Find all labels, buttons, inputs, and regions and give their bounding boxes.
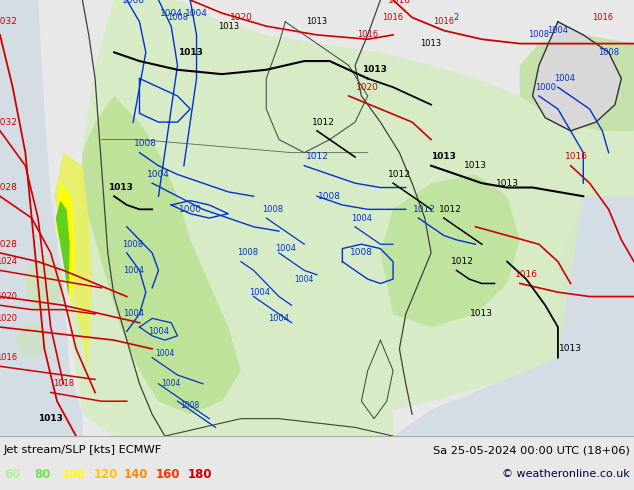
Text: 1004: 1004 <box>147 170 170 179</box>
Ellipse shape <box>25 257 63 310</box>
Polygon shape <box>70 0 634 436</box>
Text: 1008: 1008 <box>122 0 145 4</box>
Text: 1016: 1016 <box>592 13 613 22</box>
Text: 1013: 1013 <box>559 344 582 353</box>
Polygon shape <box>393 358 634 436</box>
Text: 1004: 1004 <box>275 244 296 253</box>
Text: 1008: 1008 <box>236 248 258 257</box>
Text: 1020: 1020 <box>356 83 379 92</box>
Text: 1000: 1000 <box>179 205 202 214</box>
Text: 1020: 1020 <box>230 13 252 22</box>
Text: 100: 100 <box>62 467 86 481</box>
Text: 1008: 1008 <box>122 240 144 249</box>
Text: 1016: 1016 <box>433 17 455 26</box>
Text: 1008: 1008 <box>350 248 373 257</box>
Text: 180: 180 <box>188 467 212 481</box>
Text: 160: 160 <box>156 467 181 481</box>
Polygon shape <box>520 35 634 131</box>
Text: 1008: 1008 <box>262 205 283 214</box>
Text: 1004: 1004 <box>185 9 208 18</box>
Text: 1004: 1004 <box>122 266 144 275</box>
Text: 1013: 1013 <box>470 310 493 318</box>
Text: 1016: 1016 <box>515 270 538 279</box>
Text: 1032: 1032 <box>0 118 18 126</box>
Text: 80: 80 <box>34 467 50 481</box>
Polygon shape <box>558 196 634 358</box>
Polygon shape <box>0 0 82 436</box>
Polygon shape <box>56 183 75 314</box>
Text: Jet stream/SLP [kts] ECMWF: Jet stream/SLP [kts] ECMWF <box>4 445 162 455</box>
Text: 140: 140 <box>124 467 148 481</box>
Text: © weatheronline.co.uk: © weatheronline.co.uk <box>502 469 630 479</box>
Text: 1008: 1008 <box>167 13 188 22</box>
Text: 1004: 1004 <box>547 26 569 35</box>
Text: 1004: 1004 <box>122 310 144 318</box>
Text: 60: 60 <box>4 467 20 481</box>
Text: 1013: 1013 <box>496 179 519 188</box>
Text: 1020: 1020 <box>0 314 17 323</box>
Ellipse shape <box>16 323 48 358</box>
Text: 1020: 1020 <box>0 292 17 301</box>
Text: 1004: 1004 <box>155 349 174 358</box>
Text: 1013: 1013 <box>431 152 456 162</box>
Text: 1012: 1012 <box>306 152 328 162</box>
Text: 2: 2 <box>454 13 459 22</box>
Text: 1004: 1004 <box>295 274 314 284</box>
Text: 1008: 1008 <box>598 48 619 57</box>
Text: 1016: 1016 <box>566 152 588 162</box>
Text: 1013: 1013 <box>217 22 239 31</box>
Text: 1008: 1008 <box>318 192 341 201</box>
Text: 1013: 1013 <box>178 48 203 57</box>
Text: 1008: 1008 <box>528 30 550 39</box>
Polygon shape <box>533 22 621 131</box>
Text: 1016: 1016 <box>382 13 404 22</box>
Text: 1024: 1024 <box>0 257 17 266</box>
Text: 1028: 1028 <box>0 183 18 192</box>
Text: 1000: 1000 <box>534 83 556 92</box>
Text: 1016: 1016 <box>0 353 17 362</box>
Polygon shape <box>56 200 70 296</box>
Text: 1012: 1012 <box>312 118 335 126</box>
Text: 1004: 1004 <box>553 74 575 83</box>
Text: 1004: 1004 <box>160 9 183 18</box>
Text: 1004: 1004 <box>351 214 372 222</box>
Text: 1013: 1013 <box>108 183 133 192</box>
Text: 1004: 1004 <box>249 288 271 296</box>
Text: 1028: 1028 <box>0 240 18 249</box>
Polygon shape <box>380 174 520 327</box>
Text: 120: 120 <box>94 467 119 481</box>
Text: 1013: 1013 <box>306 17 328 26</box>
Text: 1013: 1013 <box>361 65 387 74</box>
Text: 1004: 1004 <box>268 314 290 323</box>
Text: 1012: 1012 <box>439 205 462 214</box>
Text: 1013: 1013 <box>38 414 63 423</box>
Text: 1018: 1018 <box>53 379 74 388</box>
Text: 1016: 1016 <box>388 0 411 4</box>
Text: 1013: 1013 <box>464 161 487 170</box>
Text: 1032: 1032 <box>0 17 18 26</box>
Polygon shape <box>82 96 241 415</box>
Text: 1012: 1012 <box>451 257 474 266</box>
Text: 1008: 1008 <box>134 140 157 148</box>
Text: 1012: 1012 <box>413 205 436 214</box>
Text: 1004: 1004 <box>148 327 169 336</box>
Text: 1012: 1012 <box>388 170 411 179</box>
Text: 1016: 1016 <box>357 30 378 39</box>
Text: Sa 25-05-2024 00:00 UTC (18+06): Sa 25-05-2024 00:00 UTC (18+06) <box>433 445 630 455</box>
Text: 1004: 1004 <box>162 379 181 388</box>
Polygon shape <box>54 153 92 370</box>
Text: 1013: 1013 <box>420 39 442 48</box>
Text: 1008: 1008 <box>181 401 200 410</box>
